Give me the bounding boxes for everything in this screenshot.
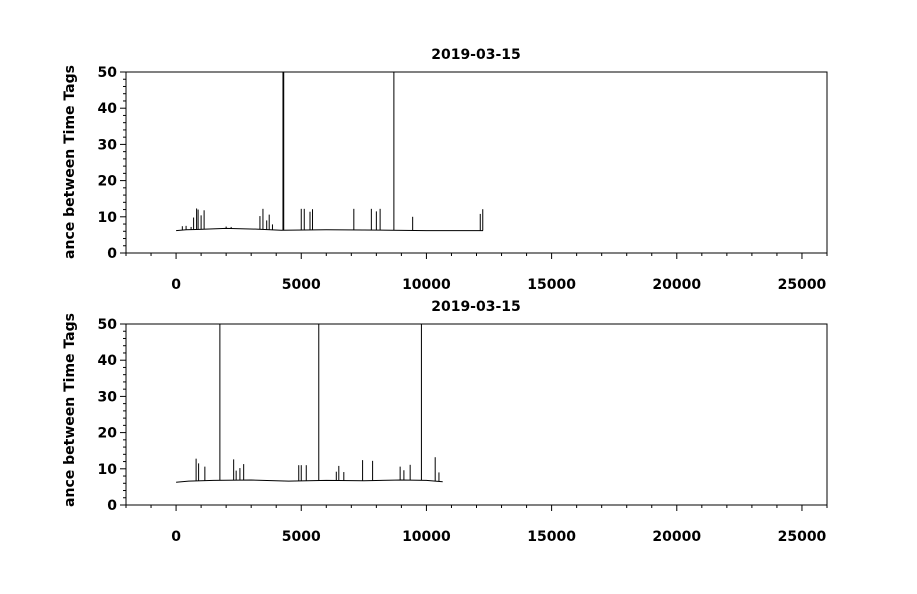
y-tick-label: 40 (98, 101, 118, 117)
y-tick-label: 40 (98, 353, 118, 369)
chart-title: 2019-03-15 (431, 299, 521, 315)
y-axis-label: ance between Time Tags (62, 65, 78, 259)
x-tick-label: 15000 (527, 277, 576, 293)
chart-title: 2019-03-15 (431, 47, 521, 63)
x-tick-label: 25000 (778, 529, 827, 545)
x-tick-label: 5000 (282, 529, 321, 545)
chart-panel-top: 2019-03-15 ance between Time Tags 0 10 20 3… (62, 47, 828, 293)
series-baseline (176, 479, 443, 483)
x-tick-label: 15000 (527, 529, 576, 545)
y-tick-label: 0 (107, 498, 117, 514)
x-tick-label: 20000 (652, 529, 701, 545)
x-tick-label: 5000 (282, 277, 321, 293)
plot-frame (125, 71, 828, 254)
y-tick-label: 20 (98, 426, 118, 442)
x-tick-label: 0 (171, 277, 181, 293)
y-tick-label: 20 (98, 174, 118, 190)
y-tick-label: 10 (98, 462, 118, 478)
chart-panel-bottom: 2019-03-15 ance between Time Tags 0 10 20 3… (62, 299, 828, 545)
series-baseline (176, 227, 483, 232)
y-tick-label: 0 (107, 246, 117, 262)
y-tick-label: 30 (98, 137, 118, 153)
y-tick-label: 30 (98, 389, 118, 405)
y-tick-label: 10 (98, 210, 118, 226)
y-tick-label: 50 (98, 65, 118, 81)
x-tick-label: 10000 (402, 529, 451, 545)
x-tick-label: 0 (171, 529, 181, 545)
y-axis-label: ance between Time Tags (62, 313, 78, 507)
x-tick-label: 25000 (778, 277, 827, 293)
x-tick-label: 10000 (402, 277, 451, 293)
y-tick-label: 50 (98, 317, 118, 333)
plot-frame (125, 323, 828, 506)
x-tick-label: 20000 (652, 277, 701, 293)
